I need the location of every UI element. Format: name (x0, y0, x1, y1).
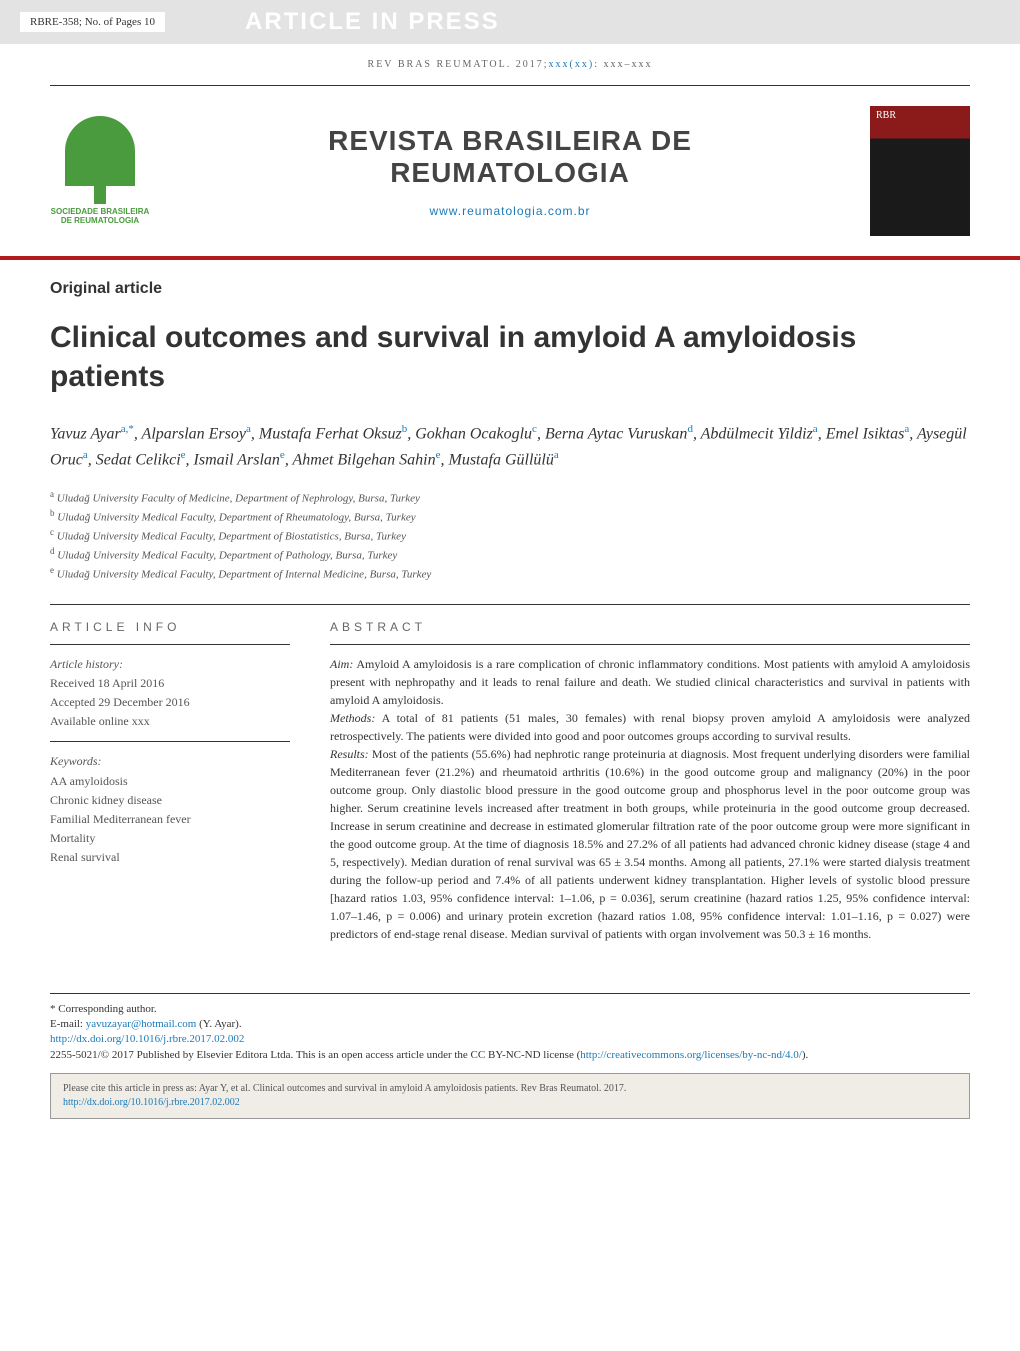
masthead-center: REVISTA BRASILEIRA DE REUMATOLOGIA www.r… (150, 125, 870, 218)
citation-url[interactable]: http://dx.doi.org/10.1016/j.rbre.2017.02… (63, 1097, 240, 1108)
citation-box: Please cite this article in press as: Ay… (50, 1073, 970, 1119)
two-column-layout: ARTICLE INFO Article history: Received 1… (50, 620, 970, 943)
keyword-item: Mortality (50, 829, 290, 848)
affiliations-list: a Uludağ University Faculty of Medicine,… (50, 488, 970, 584)
article-title: Clinical outcomes and survival in amyloi… (50, 318, 970, 396)
article-content: Original article Clinical outcomes and s… (0, 260, 1020, 963)
divider (50, 604, 970, 605)
abstract-section: Methods: A total of 81 patients (51 male… (330, 709, 970, 745)
corresponding-author: * Corresponding author. (50, 1002, 970, 1017)
license-line: 2255-5021/© 2017 Published by Elsevier E… (50, 1048, 970, 1063)
page-header: RBRE-358; No. of Pages 10 ARTICLE IN PRE… (0, 0, 1020, 44)
keywords-block: Keywords: AA amyloidosisChronic kidney d… (50, 752, 290, 867)
article-info-heading: ARTICLE INFO (50, 620, 290, 634)
license-text: 2255-5021/© 2017 Published by Elsevier E… (50, 1049, 580, 1061)
short-rule (50, 644, 290, 645)
keyword-item: Chronic kidney disease (50, 791, 290, 810)
affiliation-item: b Uludağ University Medical Faculty, Dep… (50, 507, 970, 526)
doi-link[interactable]: http://dx.doi.org/10.1016/j.rbre.2017.02… (50, 1033, 244, 1045)
footer: * Corresponding author. E-mail: yavuzaya… (50, 993, 970, 1064)
received-date: Received 18 April 2016 (50, 674, 290, 693)
keyword-item: Familial Mediterranean fever (50, 810, 290, 829)
article-id: RBRE-358; No. of Pages 10 (20, 12, 165, 32)
journal-ref-suffix: : xxx–xxx (594, 59, 652, 70)
tree-trunk-icon (94, 184, 106, 204)
citation-text: Please cite this article in press as: Ay… (63, 1082, 957, 1096)
article-info-column: ARTICLE INFO Article history: Received 1… (50, 620, 290, 943)
journal-ref-issue: xxx(xx) (549, 59, 595, 70)
accepted-date: Accepted 29 December 2016 (50, 693, 290, 712)
society-name: SOCIEDADE BRASILEIRA DE REUMATOLOGIA (50, 208, 150, 226)
journal-cover-thumbnail (870, 106, 970, 236)
abstract-section: Results: Most of the patients (55.6%) ha… (330, 745, 970, 943)
license-url[interactable]: http://creativecommons.org/licenses/by-n… (580, 1049, 802, 1061)
license-close: ). (802, 1049, 808, 1061)
abstract-text: Aim: Amyloid A amyloidosis is a rare com… (330, 655, 970, 943)
affiliation-item: a Uludağ University Faculty of Medicine,… (50, 488, 970, 507)
abstract-heading: ABSTRACT (330, 620, 970, 634)
affiliation-item: e Uludağ University Medical Faculty, Dep… (50, 564, 970, 583)
masthead: SOCIEDADE BRASILEIRA DE REUMATOLOGIA REV… (0, 86, 1020, 260)
affiliation-item: c Uludağ University Medical Faculty, Dep… (50, 526, 970, 545)
tree-icon (65, 116, 135, 186)
journal-ref-prefix: REV BRAS REUMATOL. 2017; (368, 59, 549, 70)
abstract-column: ABSTRACT Aim: Amyloid A amyloidosis is a… (330, 620, 970, 943)
keyword-item: AA amyloidosis (50, 772, 290, 791)
affiliation-item: d Uludağ University Medical Faculty, Dep… (50, 545, 970, 564)
email-line: E-mail: yavuzayar@hotmail.com (Y. Ayar). (50, 1017, 970, 1032)
article-history: Article history: Received 18 April 2016 … (50, 655, 290, 732)
article-type: Original article (50, 280, 970, 298)
journal-url[interactable]: www.reumatologia.com.br (150, 204, 870, 218)
authors-list: Yavuz Ayara,*, Alparslan Ersoya, Mustafa… (50, 421, 970, 473)
keyword-item: Renal survival (50, 848, 290, 867)
journal-title-line2: REUMATOLOGIA (150, 157, 870, 189)
short-rule (330, 644, 970, 645)
journal-title-line1: REVISTA BRASILEIRA DE (150, 125, 870, 157)
history-label: Article history: (50, 655, 290, 674)
email-name: (Y. Ayar). (196, 1018, 241, 1030)
keywords-label: Keywords: (50, 752, 290, 771)
press-banner: ARTICLE IN PRESS (245, 8, 500, 36)
journal-reference: REV BRAS REUMATOL. 2017;xxx(xx): xxx–xxx (50, 44, 970, 86)
email-link[interactable]: yavuzayar@hotmail.com (86, 1018, 197, 1030)
society-logo: SOCIEDADE BRASILEIRA DE REUMATOLOGIA (50, 116, 150, 226)
abstract-section: Aim: Amyloid A amyloidosis is a rare com… (330, 655, 970, 709)
short-rule (50, 741, 290, 742)
email-label: E-mail: (50, 1018, 86, 1030)
available-date: Available online xxx (50, 712, 290, 731)
